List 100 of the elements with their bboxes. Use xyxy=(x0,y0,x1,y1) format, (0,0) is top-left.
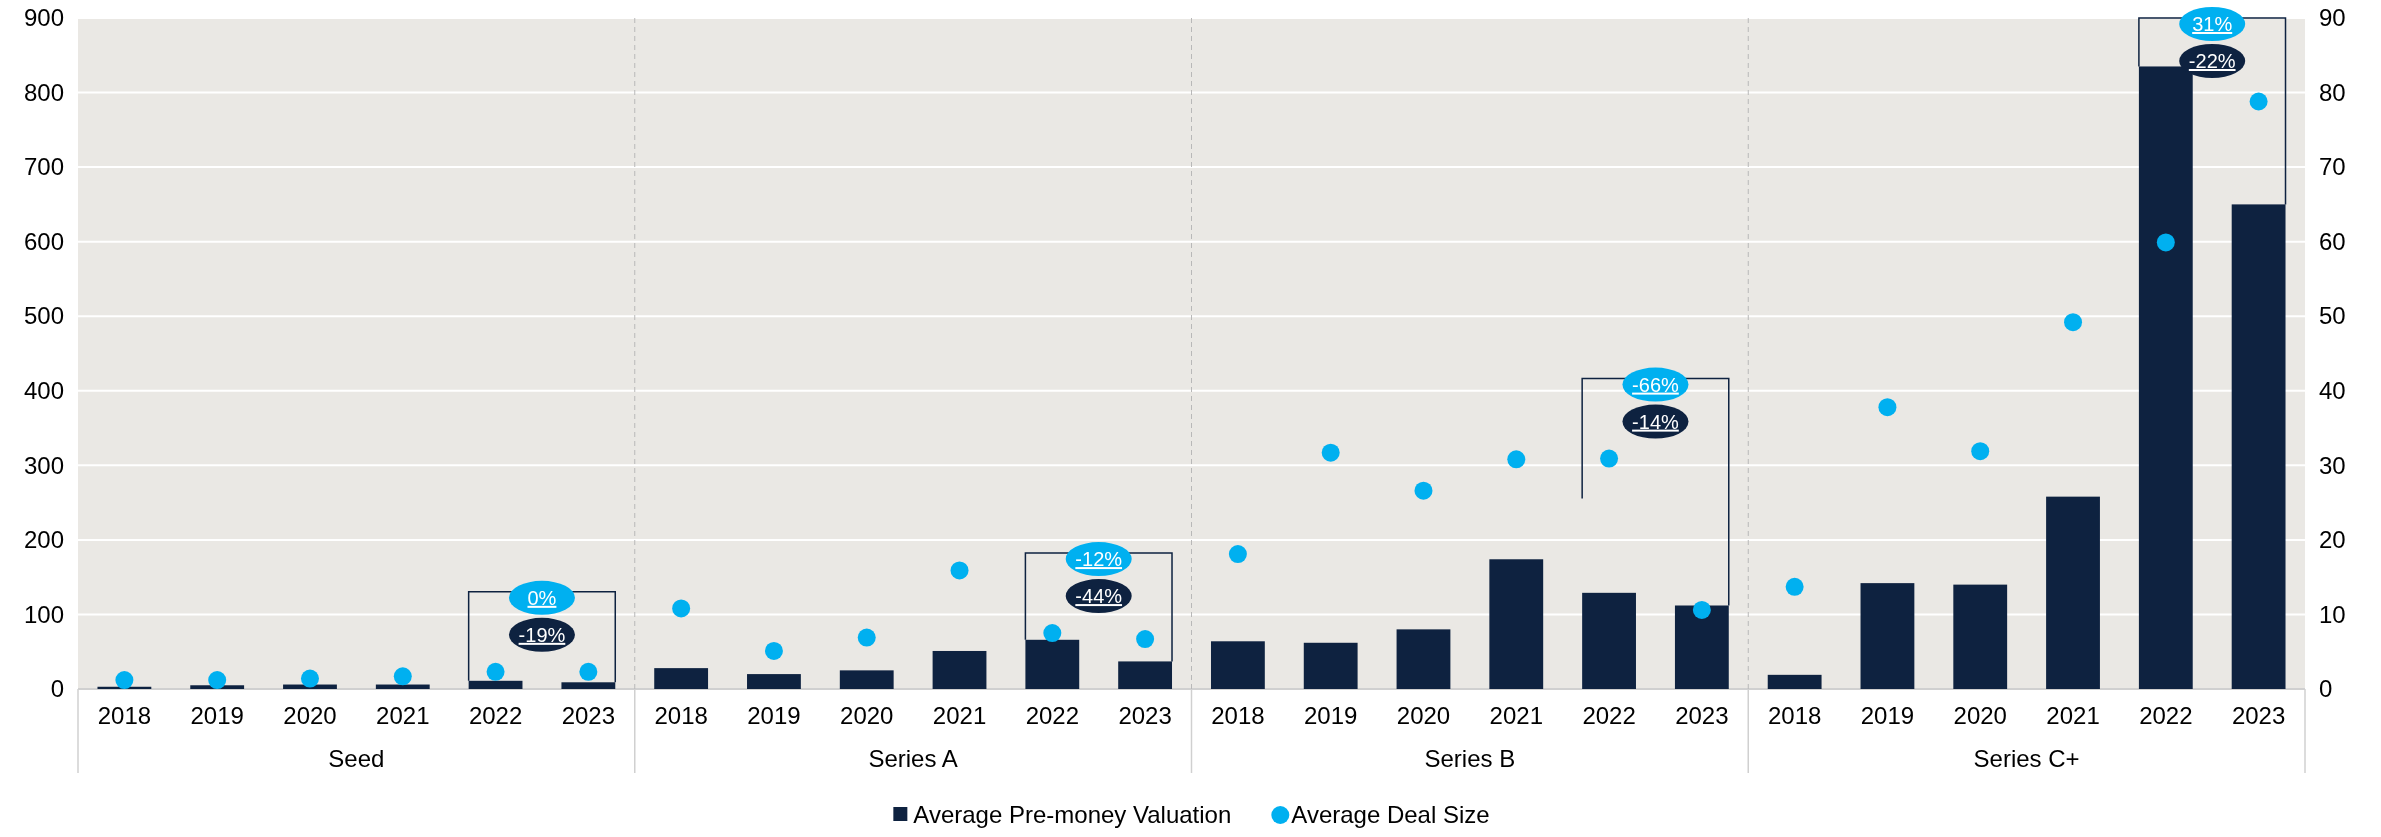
y2-tick-label: 60 xyxy=(2319,227,2346,255)
legend-label: Average Deal Size xyxy=(1291,801,1490,828)
bar xyxy=(1674,605,1729,689)
x-tick-label: 2018 xyxy=(1211,702,1265,730)
y-tick-label: 200 xyxy=(23,526,64,554)
y-tick-label: 800 xyxy=(23,78,64,106)
y-tick-label: 100 xyxy=(23,600,64,628)
x-tick-label: 2021 xyxy=(2046,702,2100,730)
point xyxy=(2064,313,2083,332)
x-tick-label: 2018 xyxy=(1767,702,1822,730)
annotation: -14% xyxy=(1632,410,1680,433)
y2-tick-label: 10 xyxy=(2319,600,2346,628)
x-tick-label: 2019 xyxy=(190,702,244,730)
bar xyxy=(1953,584,2008,689)
y2-tick-label: 80 xyxy=(2319,78,2346,106)
point xyxy=(1785,577,1804,596)
point xyxy=(1600,449,1619,468)
point xyxy=(950,561,969,580)
bar xyxy=(1303,642,1358,689)
x-tick-label: 2022 xyxy=(468,702,523,730)
x-tick-label: 2021 xyxy=(1489,702,1543,730)
y-tick-label: 0 xyxy=(50,675,64,703)
point xyxy=(1043,624,1062,643)
y-tick-label: 900 xyxy=(23,4,64,32)
bar xyxy=(1489,559,1544,689)
bar xyxy=(1582,592,1636,689)
annotation: -19% xyxy=(518,623,566,646)
y2-tick-label: 50 xyxy=(2319,302,2346,330)
bar xyxy=(1767,674,1822,689)
x-tick-label: 2022 xyxy=(1582,702,1636,730)
bar xyxy=(654,668,709,689)
x-tick-label: 2023 xyxy=(561,702,616,730)
annotation: -44% xyxy=(1075,585,1123,608)
point xyxy=(1692,600,1711,619)
bar xyxy=(375,684,430,689)
x-tick-label: 2022 xyxy=(2139,702,2193,730)
text: Series C+ xyxy=(1973,745,2080,772)
point xyxy=(1321,443,1340,462)
point xyxy=(300,669,319,688)
x-tick-label: 2021 xyxy=(376,702,430,730)
text: Series B xyxy=(1424,745,1516,772)
point xyxy=(1414,481,1433,500)
x-tick-label: 2023 xyxy=(2231,702,2286,730)
bar xyxy=(839,670,894,689)
point xyxy=(1136,630,1155,649)
x-tick-label: 2020 xyxy=(1396,702,1451,730)
annotation: 31% xyxy=(2192,13,2233,35)
point xyxy=(393,667,412,686)
x-tick-label: 2021 xyxy=(932,702,987,730)
point xyxy=(2249,92,2268,111)
x-tick-label: 2023 xyxy=(1675,702,1729,730)
y2-tick-label: 70 xyxy=(2319,153,2346,181)
annotation: -22% xyxy=(2188,50,2236,72)
point xyxy=(208,671,227,690)
bar xyxy=(468,680,523,689)
x-tick-label: 2019 xyxy=(747,702,801,730)
point xyxy=(1878,398,1897,417)
y-tick-label: 300 xyxy=(23,451,64,479)
bar xyxy=(747,674,801,689)
bar xyxy=(1025,639,1080,689)
y-tick-label: 600 xyxy=(23,227,64,255)
y-tick-label: 500 xyxy=(23,302,64,330)
bar xyxy=(1396,629,1451,689)
point xyxy=(486,662,505,681)
bar xyxy=(561,682,616,689)
x-tick-label: 2019 xyxy=(1303,702,1358,730)
x-tick-label: 2018 xyxy=(97,702,152,730)
annotation: 0% xyxy=(527,586,557,609)
bar xyxy=(932,650,987,689)
x-tick-label: 2020 xyxy=(283,702,337,730)
annotation: -12% xyxy=(1075,548,1123,571)
x-tick-label: 2019 xyxy=(1860,702,1915,730)
bar xyxy=(1118,661,1173,689)
bar xyxy=(1860,583,1915,689)
point xyxy=(1228,545,1247,564)
text: Seed xyxy=(328,745,385,772)
y-tick-label: 400 xyxy=(23,376,64,404)
y2-tick-label: 20 xyxy=(2319,526,2346,554)
x-tick-label: 2018 xyxy=(654,702,708,730)
annotation: -66% xyxy=(1632,373,1680,396)
bar xyxy=(2231,204,2286,689)
x-tick-label: 2023 xyxy=(1118,702,1172,730)
y2-tick-label: 30 xyxy=(2319,451,2346,479)
x-tick-label: 2020 xyxy=(1953,702,2007,730)
legend-label: Average Pre-money Valuation xyxy=(913,801,1232,828)
point xyxy=(672,599,691,618)
y2-tick-label: 90 xyxy=(2319,4,2346,32)
y2-tick-label: 0 xyxy=(2319,675,2333,703)
y-tick-label: 700 xyxy=(23,153,64,181)
point xyxy=(2156,233,2175,252)
point xyxy=(579,662,598,681)
x-tick-label: 2020 xyxy=(840,702,894,730)
point xyxy=(857,628,876,647)
point xyxy=(1971,442,1990,461)
point xyxy=(1507,450,1526,469)
point xyxy=(115,671,134,690)
point xyxy=(764,641,783,660)
bar xyxy=(2046,496,2100,689)
x-tick-label: 2022 xyxy=(1025,702,1080,730)
text: Series A xyxy=(868,745,958,772)
